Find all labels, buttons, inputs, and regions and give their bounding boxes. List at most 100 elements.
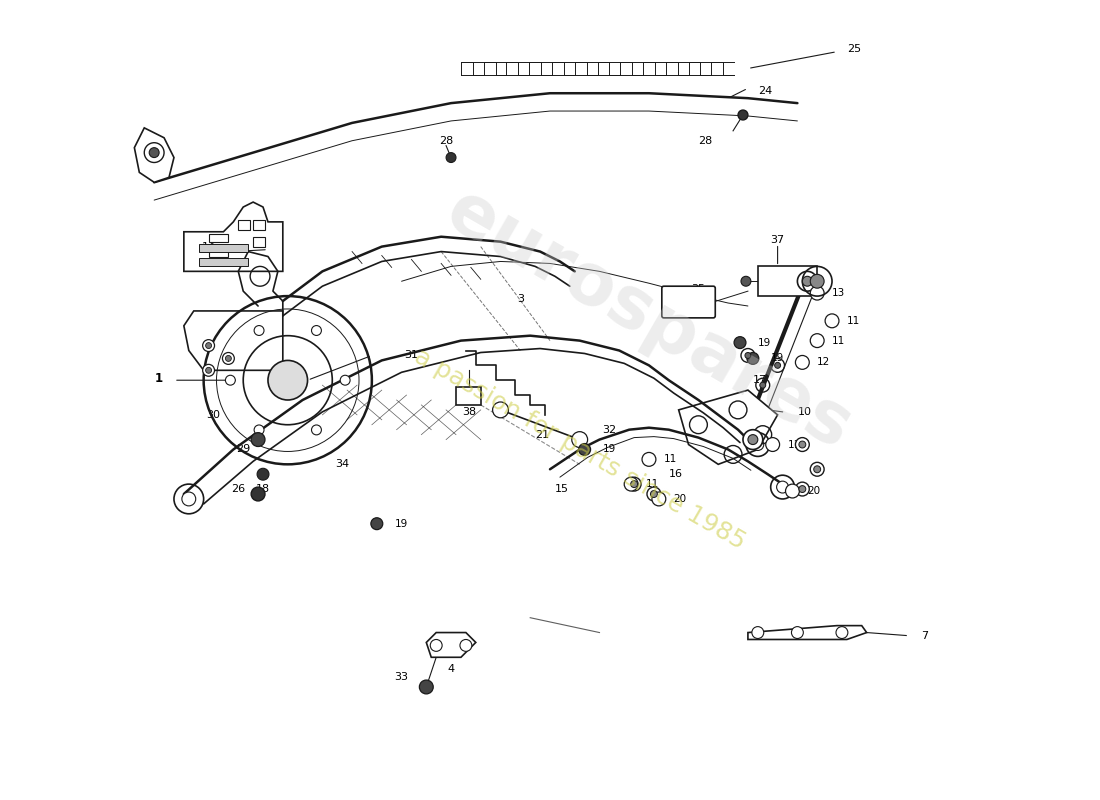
Circle shape bbox=[182, 492, 196, 506]
Circle shape bbox=[811, 462, 824, 476]
Circle shape bbox=[811, 286, 824, 300]
Bar bbox=[239, 220, 250, 230]
Circle shape bbox=[766, 438, 780, 451]
Circle shape bbox=[493, 402, 508, 418]
FancyBboxPatch shape bbox=[662, 286, 715, 318]
Circle shape bbox=[579, 443, 591, 455]
Circle shape bbox=[627, 477, 641, 491]
Circle shape bbox=[742, 430, 762, 450]
Polygon shape bbox=[184, 202, 283, 271]
Circle shape bbox=[202, 364, 215, 376]
Circle shape bbox=[251, 433, 265, 446]
Bar bbox=[209, 249, 229, 257]
Circle shape bbox=[257, 468, 270, 480]
Text: 4: 4 bbox=[455, 394, 462, 404]
Text: 19: 19 bbox=[771, 354, 784, 363]
Circle shape bbox=[799, 486, 806, 493]
Bar bbox=[199, 258, 249, 266]
Circle shape bbox=[572, 432, 587, 447]
Text: 13: 13 bbox=[832, 288, 845, 298]
Circle shape bbox=[795, 482, 810, 496]
Bar bbox=[209, 234, 229, 242]
Circle shape bbox=[642, 453, 656, 466]
Circle shape bbox=[447, 153, 456, 162]
Circle shape bbox=[798, 271, 817, 291]
Circle shape bbox=[430, 639, 442, 651]
Circle shape bbox=[774, 362, 781, 368]
Circle shape bbox=[254, 326, 264, 335]
Text: 38: 38 bbox=[462, 407, 476, 417]
Circle shape bbox=[340, 375, 350, 385]
Text: 18: 18 bbox=[256, 484, 271, 494]
Bar bbox=[199, 244, 249, 251]
Circle shape bbox=[747, 353, 759, 364]
Text: 28: 28 bbox=[698, 136, 713, 146]
Circle shape bbox=[785, 484, 800, 498]
Circle shape bbox=[836, 626, 848, 638]
Text: eurospares: eurospares bbox=[433, 177, 864, 465]
Circle shape bbox=[206, 342, 211, 349]
Circle shape bbox=[760, 382, 766, 388]
Circle shape bbox=[814, 466, 821, 473]
Circle shape bbox=[738, 110, 748, 120]
Text: 25: 25 bbox=[847, 44, 861, 54]
Circle shape bbox=[150, 148, 160, 158]
Circle shape bbox=[419, 680, 433, 694]
Circle shape bbox=[777, 481, 789, 493]
Circle shape bbox=[254, 425, 264, 435]
Text: 35: 35 bbox=[692, 284, 705, 294]
Text: 4: 4 bbox=[448, 664, 454, 674]
Circle shape bbox=[795, 355, 810, 370]
Circle shape bbox=[652, 492, 666, 506]
Text: 11: 11 bbox=[646, 479, 659, 489]
Polygon shape bbox=[184, 311, 283, 370]
Text: 17: 17 bbox=[752, 375, 767, 386]
Circle shape bbox=[624, 477, 638, 491]
Polygon shape bbox=[758, 266, 817, 296]
Text: 28: 28 bbox=[439, 136, 453, 146]
Circle shape bbox=[745, 353, 751, 358]
Text: 20: 20 bbox=[673, 494, 686, 504]
Text: 19: 19 bbox=[395, 518, 408, 529]
Circle shape bbox=[802, 276, 812, 286]
Circle shape bbox=[311, 425, 321, 435]
Bar bbox=[253, 237, 265, 246]
Polygon shape bbox=[748, 626, 867, 639]
Text: 1: 1 bbox=[155, 372, 163, 385]
Polygon shape bbox=[427, 633, 476, 658]
Text: 33: 33 bbox=[395, 672, 408, 682]
Circle shape bbox=[226, 355, 231, 362]
Circle shape bbox=[268, 361, 308, 400]
Circle shape bbox=[202, 340, 215, 351]
Circle shape bbox=[650, 490, 658, 498]
Circle shape bbox=[222, 353, 234, 364]
Circle shape bbox=[371, 518, 383, 530]
Text: 12: 12 bbox=[817, 358, 830, 367]
Text: ||||: |||| bbox=[683, 298, 694, 306]
Bar bbox=[456, 387, 481, 405]
Circle shape bbox=[811, 274, 824, 288]
Text: 24: 24 bbox=[758, 86, 772, 96]
Text: 31: 31 bbox=[405, 350, 418, 361]
Polygon shape bbox=[134, 128, 174, 182]
Circle shape bbox=[226, 375, 235, 385]
Polygon shape bbox=[679, 390, 778, 464]
Text: 19: 19 bbox=[603, 445, 616, 454]
Text: 11: 11 bbox=[663, 454, 678, 464]
Text: 34: 34 bbox=[336, 459, 350, 470]
Text: 29: 29 bbox=[236, 445, 251, 454]
Text: 7: 7 bbox=[921, 630, 928, 641]
Circle shape bbox=[811, 334, 824, 347]
Text: 37: 37 bbox=[770, 234, 784, 245]
Bar bbox=[253, 220, 265, 230]
Circle shape bbox=[799, 441, 806, 448]
Text: 30: 30 bbox=[207, 410, 220, 420]
Circle shape bbox=[748, 434, 758, 445]
Circle shape bbox=[647, 487, 661, 501]
Circle shape bbox=[792, 626, 803, 638]
Text: 11: 11 bbox=[847, 316, 860, 326]
Text: 10: 10 bbox=[798, 407, 812, 417]
Text: 11: 11 bbox=[788, 439, 801, 450]
Text: 21: 21 bbox=[536, 430, 549, 440]
Text: 7: 7 bbox=[475, 394, 482, 404]
